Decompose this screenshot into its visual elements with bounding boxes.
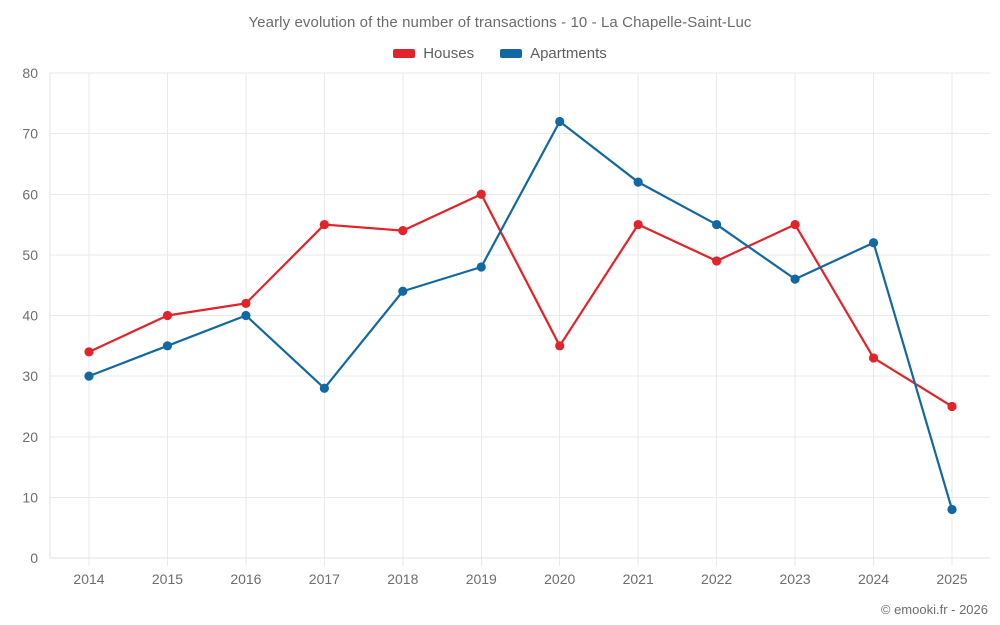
data-point[interactable]: 2022 — Houses: 49	[712, 256, 722, 266]
data-point[interactable]: 2023 — Houses: 55	[790, 219, 800, 230]
chart-legend: Houses Apartments	[0, 45, 1000, 62]
x-axis-tick-label: 2014	[73, 571, 104, 587]
data-point[interactable]: 2017 — Houses: 55	[319, 219, 329, 230]
data-point[interactable]: 2020 — Houses: 35	[555, 341, 565, 351]
data-point[interactable]: 2020 — Apartments: 72	[555, 116, 565, 127]
data-point[interactable]: 2016 — Apartments: 40	[241, 310, 251, 321]
legend-label-apartments: Apartments	[530, 45, 607, 62]
data-series: 2014 — Houses: 34 2015 — Houses: 40 2016 —…	[84, 116, 957, 515]
y-axis-tick-label: 50	[22, 247, 38, 263]
x-axis-tick-label: 2018	[387, 571, 418, 587]
x-axis-tick-label: 2017	[309, 571, 340, 587]
data-point[interactable]: 2016 — Houses: 42	[241, 298, 251, 308]
x-axis-tick-label: 2023	[780, 571, 811, 587]
data-point[interactable]: 2019 — Houses: 60	[476, 189, 486, 199]
data-point[interactable]: 2023 — Apartments: 46	[790, 274, 800, 284]
x-axis-tick-label: 2019	[466, 571, 497, 587]
data-point[interactable]: 2014 — Apartments: 30	[84, 371, 94, 381]
y-axis-tick-label: 10	[22, 489, 38, 505]
legend-swatch-apartments	[500, 49, 523, 58]
x-axis-tick-labels: 2014 2015 2016 2017 2018 2019 2020 2021 2022 2023…	[73, 571, 967, 587]
data-point[interactable]: 2015 — Houses: 40	[162, 310, 173, 321]
copyright-credit: © emooki.fr - 2026	[880, 602, 988, 617]
legend-label-houses: Houses	[423, 45, 475, 62]
x-axis-tick-label: 2020	[544, 571, 575, 587]
chart-title: Yearly evolution of the number of transa…	[248, 14, 752, 31]
y-axis-tick-label: 60	[22, 186, 38, 202]
data-point[interactable]: 2017 — Apartments: 28	[319, 383, 329, 393]
data-point[interactable]: 2021 — Houses: 55	[633, 219, 643, 230]
x-axis-tick-label: 2022	[701, 571, 732, 587]
legend-item-apartments[interactable]: Apartments	[500, 45, 607, 62]
data-point[interactable]: 2025 — Apartments: 8	[947, 504, 957, 515]
gridlines	[50, 72, 990, 566]
series-line-apartments	[87, 120, 954, 511]
data-point[interactable]: 2024 — Apartments: 52	[868, 238, 879, 248]
y-axis-tick-label: 0	[30, 550, 38, 566]
data-point[interactable]: 2018 — Houses: 54	[398, 226, 408, 236]
y-axis-tick-label: 70	[22, 126, 38, 142]
axis-lines	[49, 73, 990, 559]
x-axis-tick-label: 2016	[230, 571, 261, 587]
data-point[interactable]: 2021 — Apartments: 62	[633, 177, 643, 187]
data-point[interactable]: 2025 — Houses: 25	[947, 401, 957, 412]
legend-item-houses[interactable]: Houses	[393, 45, 474, 62]
y-axis-tick-label: 30	[22, 368, 38, 384]
data-point[interactable]: 2014 — Houses: 34	[84, 347, 94, 357]
series-line-houses	[87, 193, 954, 408]
x-axis-tick-label: 2025	[936, 571, 967, 587]
y-axis-tick-label: 80	[22, 65, 38, 81]
data-point[interactable]: 2015 — Apartments: 35	[162, 341, 173, 351]
y-axis-tick-label: 40	[22, 308, 38, 324]
x-axis-tick-label: 2015	[152, 571, 183, 587]
x-axis-tick-label: 2024	[858, 571, 889, 587]
x-axis-tick-label: 2021	[623, 571, 654, 587]
y-axis-tick-labels: 0 10 20 30 40 50 60 70 80	[22, 65, 38, 566]
data-point[interactable]: 2024 — Houses: 33	[868, 353, 879, 363]
data-point[interactable]: 2019 — Apartments: 48	[476, 262, 486, 272]
y-axis-tick-label: 20	[22, 429, 38, 445]
data-point[interactable]: 2022 — Apartments: 55	[712, 219, 722, 230]
legend-swatch-houses	[393, 49, 416, 58]
data-point[interactable]: 2018 — Apartments: 44	[398, 286, 408, 296]
